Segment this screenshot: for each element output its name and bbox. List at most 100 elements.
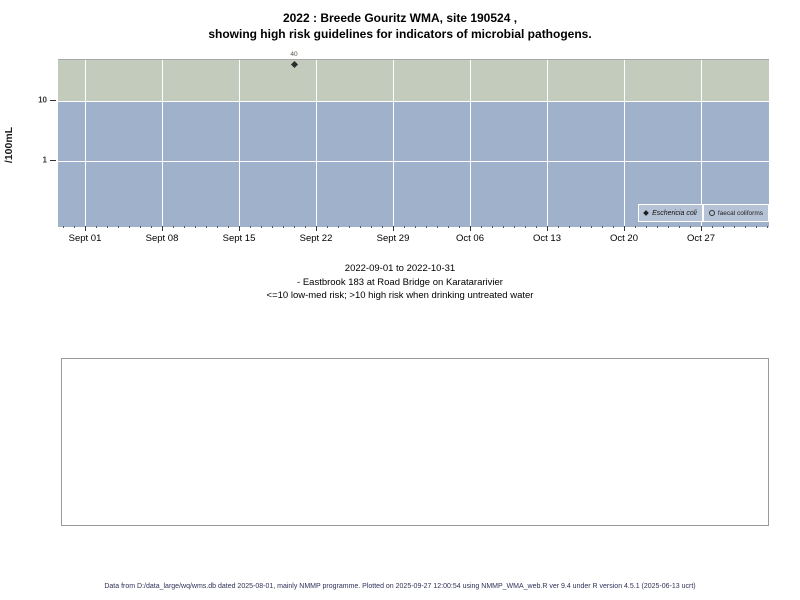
x-axis-major-tick [624, 226, 625, 231]
vertical-gridline [316, 60, 317, 227]
x-axis-tick-label: Sept 15 [222, 233, 256, 244]
x-axis-minor-tick [250, 226, 251, 228]
legend: Eschericia coli faecal coliforms [638, 204, 769, 222]
x-axis-minor-tick [525, 226, 526, 228]
x-axis-minor-tick [591, 226, 592, 228]
x-axis-minor-tick [184, 226, 185, 228]
x-axis-minor-tick [503, 226, 504, 228]
x-axis-minor-tick [767, 226, 768, 228]
subtitle-date-range: 2022-09-01 to 2022-10-31 [344, 263, 456, 274]
vertical-gridline [239, 60, 240, 227]
x-axis-minor-tick [195, 226, 196, 228]
x-axis-minor-tick [756, 226, 757, 228]
x-axis-major-tick [162, 226, 163, 231]
legend-entry: faecal coliforms [703, 205, 768, 221]
footer-note: Data from D:/data_large/wq/wms.db dated … [104, 583, 696, 590]
band-high-risk [58, 60, 769, 101]
x-axis-minor-tick [745, 226, 746, 228]
x-axis-tick-label: Sept 01 [68, 233, 102, 244]
x-axis-minor-tick [371, 226, 372, 228]
x-axis-minor-tick [580, 226, 581, 228]
x-axis-minor-tick [360, 226, 361, 228]
x-axis-minor-tick [613, 226, 614, 228]
vertical-gridline [470, 60, 471, 227]
vertical-gridline [624, 60, 625, 227]
horizontal-gridline [58, 101, 769, 102]
y-axis-tick [50, 160, 56, 161]
x-axis-major-tick [316, 226, 317, 231]
chart-title-line-2: showing high risk guidelines for indicat… [208, 27, 592, 41]
horizontal-gridline [58, 161, 769, 162]
x-axis-minor-tick [569, 226, 570, 228]
legend-entry-label: Eschericia coli [652, 209, 697, 217]
x-axis-minor-tick [96, 226, 97, 228]
x-axis-minor-tick [668, 226, 669, 228]
x-axis-minor-tick [283, 226, 284, 228]
y-axis-title: /100mL [3, 126, 15, 164]
x-axis-minor-tick [492, 226, 493, 228]
x-axis-minor-tick [459, 226, 460, 228]
x-axis-minor-tick [305, 226, 306, 228]
x-axis-major-tick [239, 226, 240, 231]
x-axis-minor-tick [140, 226, 141, 228]
x-axis-minor-tick [437, 226, 438, 228]
x-axis-minor-tick [536, 226, 537, 228]
x-axis-minor-tick [349, 226, 350, 228]
x-axis-minor-tick [382, 226, 383, 228]
x-axis-minor-tick [646, 226, 647, 228]
x-axis-minor-tick [690, 226, 691, 228]
x-axis-minor-tick [107, 226, 108, 228]
vertical-gridline [393, 60, 394, 227]
x-axis-tick-label: Oct 13 [533, 233, 561, 244]
x-axis-minor-tick [657, 226, 658, 228]
x-axis-minor-tick [602, 226, 603, 228]
legend-entry: Eschericia coli [639, 205, 702, 221]
x-axis-minor-tick [558, 226, 559, 228]
x-axis-minor-tick [404, 226, 405, 228]
y-axis-tick-label: 1 [42, 155, 47, 165]
x-axis-minor-tick [228, 226, 229, 228]
legend-entry-label: faecal coliforms [717, 209, 763, 217]
x-axis-tick-label: Oct 27 [687, 233, 715, 244]
x-axis-minor-tick [327, 226, 328, 228]
x-axis-minor-tick [679, 226, 680, 228]
chart-title: 2022 : Breede Gouritz WMA, site 190524 ,… [0, 10, 800, 42]
x-axis-minor-tick [74, 226, 75, 228]
x-axis-minor-tick [734, 226, 735, 228]
plot-area: 40 Eschericia coli faecal coliforms [58, 51, 769, 227]
empty-panel [61, 358, 769, 526]
x-axis-tick-label: Oct 06 [456, 233, 484, 244]
x-axis-minor-tick [338, 226, 339, 228]
vertical-gridline [701, 60, 702, 227]
vertical-gridline [162, 60, 163, 227]
x-axis-minor-tick [206, 226, 207, 228]
x-axis-minor-tick [635, 226, 636, 228]
x-axis-tick-label: Sept 08 [145, 233, 179, 244]
x-axis-minor-tick [415, 226, 416, 228]
x-axis-tick-label: Sept 29 [376, 233, 410, 244]
x-axis-minor-tick [151, 226, 152, 228]
chart-title-line-1: 2022 : Breede Gouritz WMA, site 190524 , [282, 11, 518, 25]
subtitle-site-description: - Eastbrook 183 at Road Bridge on Karata… [297, 276, 503, 288]
x-axis-major-tick [85, 226, 86, 231]
data-point-value-label: 40 [290, 51, 298, 58]
chart-subtitle: 2022-09-01 to 2022-10-31 - Eastbrook 183… [0, 262, 800, 303]
x-axis-major-tick [701, 226, 702, 231]
x-axis-minor-tick [481, 226, 482, 228]
x-axis-minor-tick [217, 226, 218, 228]
x-axis-minor-tick [723, 226, 724, 228]
x-axis-minor-tick [448, 226, 449, 228]
x-axis-major-tick [547, 226, 548, 231]
x-axis-minor-tick [272, 226, 273, 228]
x-axis-tick-label: Oct 20 [610, 233, 638, 244]
subtitle-risk-note: <=10 low-med risk; >10 high risk when dr… [266, 290, 534, 301]
x-axis-minor-tick [426, 226, 427, 228]
x-axis-minor-tick [712, 226, 713, 228]
x-axis-minor-tick [173, 226, 174, 228]
x-axis-tick-label: Sept 22 [299, 233, 333, 244]
x-axis-minor-tick [514, 226, 515, 228]
open-circle-icon [708, 210, 715, 216]
x-axis-minor-tick [129, 226, 130, 228]
y-axis-tick-label: 10 [38, 95, 47, 105]
